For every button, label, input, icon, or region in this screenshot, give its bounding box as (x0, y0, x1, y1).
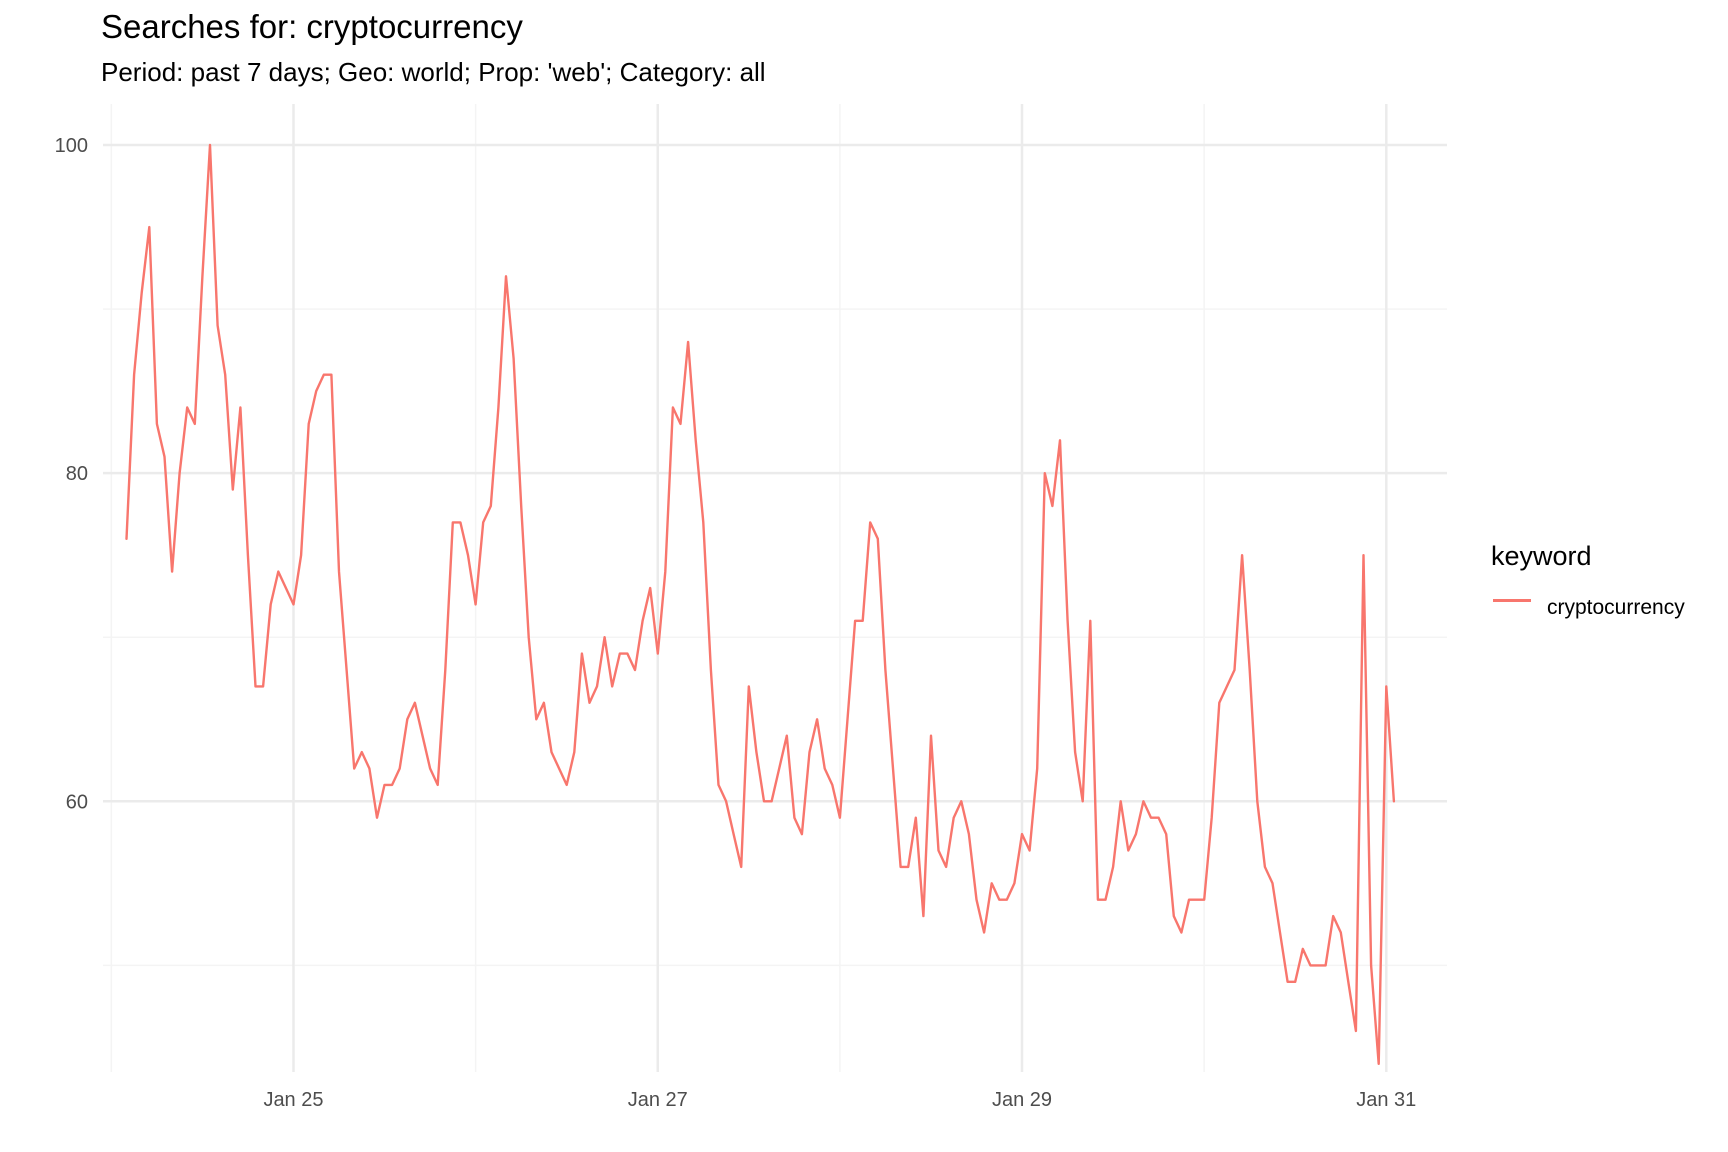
y-tick-label: 100 (55, 135, 88, 157)
legend-title: keyword (1491, 541, 1592, 571)
chart-title: Searches for: cryptocurrency (101, 8, 523, 45)
y-tick-label: 60 (66, 791, 88, 813)
x-tick-label: Jan 25 (263, 1089, 323, 1111)
x-axis-ticks: Jan 25 Jan 27 Jan 29 Jan 31 (263, 1089, 1416, 1111)
x-tick-label: Jan 27 (628, 1089, 688, 1111)
grid-lines (103, 104, 1447, 1072)
y-tick-label: 80 (66, 463, 88, 485)
y-axis-ticks: 60 80 100 (55, 135, 88, 813)
legend-label-cryptocurrency: cryptocurrency (1547, 596, 1685, 619)
series-line-cryptocurrency (125, 143, 1396, 1066)
series-layer (125, 143, 1396, 1066)
chart-subtitle: Period: past 7 days; Geo: world; Prop: '… (101, 57, 766, 87)
x-tick-label: Jan 31 (1356, 1089, 1416, 1111)
legend-key-cryptocurrency (1493, 599, 1531, 602)
x-tick-label: Jan 29 (992, 1089, 1052, 1111)
